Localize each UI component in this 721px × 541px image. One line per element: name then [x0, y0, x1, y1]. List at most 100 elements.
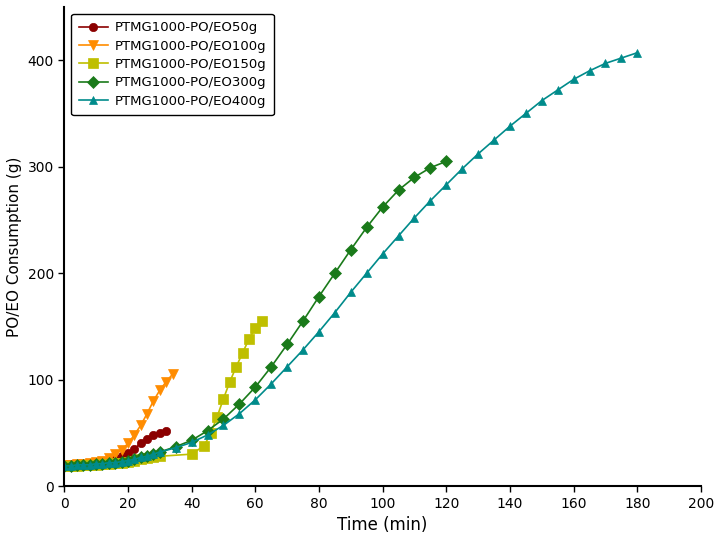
PTMG1000-PO/EO400g: [474, 150, 482, 157]
PTMG1000-PO/EO400g: [394, 233, 403, 239]
PTMG1000-PO/EO400g: [490, 137, 498, 143]
PTMG1000-PO/EO300g: [118, 458, 126, 465]
PTMG1000-PO/EO150g: [244, 336, 253, 342]
PTMG1000-PO/EO400g: [521, 110, 530, 117]
PTMG1000-PO/EO150g: [60, 463, 68, 469]
PTMG1000-PO/EO400g: [66, 463, 75, 469]
PTMG1000-PO/EO400g: [426, 197, 435, 204]
PTMG1000-PO/EO300g: [267, 364, 275, 370]
X-axis label: Time (min): Time (min): [337, 516, 428, 534]
PTMG1000-PO/EO150g: [226, 379, 234, 385]
PTMG1000-PO/EO300g: [149, 451, 158, 457]
PTMG1000-PO/EO400g: [98, 460, 107, 467]
Line: PTMG1000-PO/EO100g: PTMG1000-PO/EO100g: [59, 370, 177, 470]
PTMG1000-PO/EO50g: [73, 460, 81, 467]
PTMG1000-PO/EO150g: [200, 443, 208, 449]
PTMG1000-PO/EO300g: [156, 449, 164, 456]
PTMG1000-PO/EO100g: [143, 411, 151, 417]
PTMG1000-PO/EO400g: [553, 87, 562, 93]
PTMG1000-PO/EO400g: [60, 463, 68, 469]
PTMG1000-PO/EO400g: [123, 457, 132, 464]
PTMG1000-PO/EO150g: [156, 453, 164, 459]
PTMG1000-PO/EO300g: [203, 427, 212, 434]
PTMG1000-PO/EO400g: [111, 459, 120, 466]
PTMG1000-PO/EO50g: [118, 453, 126, 459]
PTMG1000-PO/EO300g: [298, 318, 307, 324]
PTMG1000-PO/EO300g: [379, 204, 387, 210]
PTMG1000-PO/EO300g: [136, 454, 145, 460]
PTMG1000-PO/EO150g: [105, 460, 113, 467]
PTMG1000-PO/EO400g: [149, 451, 158, 457]
PTMG1000-PO/EO150g: [143, 455, 151, 461]
PTMG1000-PO/EO150g: [251, 325, 260, 332]
PTMG1000-PO/EO400g: [219, 422, 228, 428]
PTMG1000-PO/EO150g: [130, 457, 138, 464]
PTMG1000-PO/EO300g: [85, 461, 94, 468]
PTMG1000-PO/EO300g: [172, 444, 180, 450]
PTMG1000-PO/EO100g: [92, 458, 100, 465]
Line: PTMG1000-PO/EO50g: PTMG1000-PO/EO50g: [60, 426, 170, 469]
PTMG1000-PO/EO400g: [298, 347, 307, 353]
PTMG1000-PO/EO300g: [347, 247, 355, 253]
PTMG1000-PO/EO400g: [79, 461, 88, 468]
PTMG1000-PO/EO400g: [537, 97, 546, 104]
PTMG1000-PO/EO400g: [458, 166, 466, 172]
PTMG1000-PO/EO150g: [136, 456, 145, 463]
PTMG1000-PO/EO100g: [66, 461, 75, 468]
PTMG1000-PO/EO50g: [60, 461, 68, 468]
PTMG1000-PO/EO400g: [136, 454, 145, 460]
PTMG1000-PO/EO100g: [111, 451, 120, 457]
PTMG1000-PO/EO300g: [394, 187, 403, 193]
PTMG1000-PO/EO400g: [363, 270, 371, 276]
PTMG1000-PO/EO50g: [98, 458, 107, 465]
PTMG1000-PO/EO300g: [111, 459, 120, 466]
PTMG1000-PO/EO100g: [156, 387, 164, 393]
PTMG1000-PO/EO150g: [187, 451, 196, 457]
PTMG1000-PO/EO50g: [156, 430, 164, 436]
PTMG1000-PO/EO400g: [235, 411, 244, 417]
PTMG1000-PO/EO150g: [98, 460, 107, 467]
PTMG1000-PO/EO400g: [203, 432, 212, 438]
PTMG1000-PO/EO100g: [168, 371, 177, 378]
PTMG1000-PO/EO100g: [85, 459, 94, 466]
PTMG1000-PO/EO400g: [617, 55, 626, 61]
PTMG1000-PO/EO50g: [130, 446, 138, 452]
PTMG1000-PO/EO400g: [410, 215, 419, 221]
PTMG1000-PO/EO400g: [118, 458, 126, 465]
PTMG1000-PO/EO400g: [251, 397, 260, 403]
PTMG1000-PO/EO300g: [219, 415, 228, 422]
PTMG1000-PO/EO400g: [442, 182, 451, 188]
PTMG1000-PO/EO150g: [85, 461, 94, 468]
PTMG1000-PO/EO400g: [570, 76, 578, 83]
PTMG1000-PO/EO400g: [92, 460, 100, 467]
PTMG1000-PO/EO300g: [130, 456, 138, 463]
PTMG1000-PO/EO400g: [585, 68, 594, 74]
PTMG1000-PO/EO100g: [123, 440, 132, 447]
PTMG1000-PO/EO100g: [162, 379, 170, 385]
PTMG1000-PO/EO400g: [85, 461, 94, 468]
PTMG1000-PO/EO150g: [118, 459, 126, 466]
PTMG1000-PO/EO400g: [156, 449, 164, 456]
PTMG1000-PO/EO100g: [105, 455, 113, 461]
PTMG1000-PO/EO150g: [206, 430, 215, 436]
PTMG1000-PO/EO400g: [143, 453, 151, 459]
PTMG1000-PO/EO400g: [633, 49, 642, 56]
PTMG1000-PO/EO150g: [73, 463, 81, 469]
PTMG1000-PO/EO300g: [60, 463, 68, 469]
PTMG1000-PO/EO300g: [98, 460, 107, 467]
PTMG1000-PO/EO300g: [92, 460, 100, 467]
PTMG1000-PO/EO300g: [73, 461, 81, 468]
PTMG1000-PO/EO400g: [601, 60, 610, 67]
PTMG1000-PO/EO400g: [330, 309, 339, 316]
PTMG1000-PO/EO300g: [123, 457, 132, 464]
PTMG1000-PO/EO100g: [73, 460, 81, 467]
Legend: PTMG1000-PO/EO50g, PTMG1000-PO/EO100g, PTMG1000-PO/EO150g, PTMG1000-PO/EO300g, P: PTMG1000-PO/EO50g, PTMG1000-PO/EO100g, P…: [71, 14, 274, 115]
Y-axis label: PO/EO Consumption (g): PO/EO Consumption (g): [7, 156, 22, 337]
PTMG1000-PO/EO400g: [172, 445, 180, 451]
PTMG1000-PO/EO400g: [283, 364, 291, 370]
PTMG1000-PO/EO150g: [66, 463, 75, 469]
PTMG1000-PO/EO150g: [213, 414, 221, 420]
PTMG1000-PO/EO50g: [105, 457, 113, 464]
PTMG1000-PO/EO300g: [442, 158, 451, 164]
PTMG1000-PO/EO50g: [66, 460, 75, 467]
